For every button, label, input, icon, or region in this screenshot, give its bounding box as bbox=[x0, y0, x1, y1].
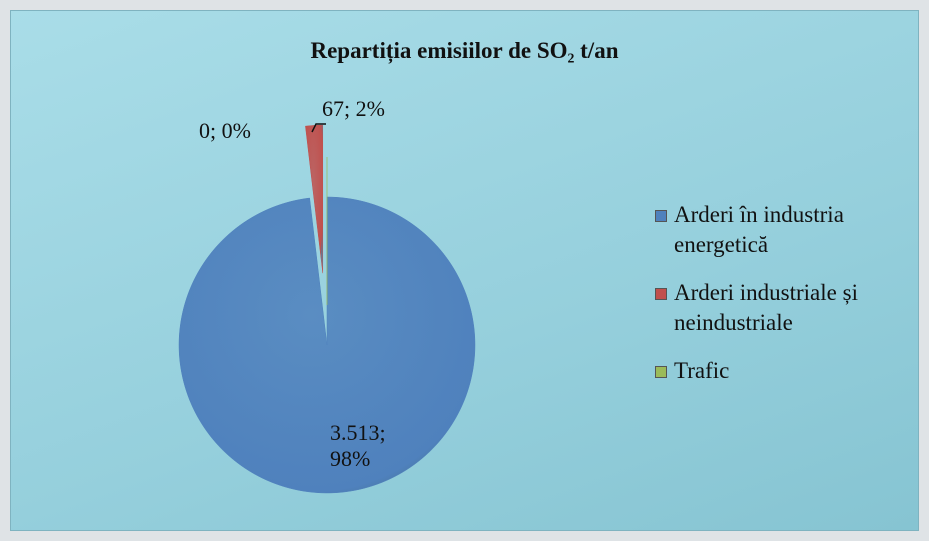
legend-swatch bbox=[655, 288, 667, 300]
legend-label: Trafic bbox=[674, 358, 730, 383]
pie-slice bbox=[178, 196, 476, 494]
legend: Arderi în industria energetică Arderi ind… bbox=[652, 200, 922, 404]
legend-label: Arderi industriale și neindustriale bbox=[674, 280, 858, 335]
legend-swatch bbox=[655, 210, 667, 222]
data-label: 67; 2% bbox=[322, 96, 385, 121]
legend-label: Arderi în industria energetică bbox=[674, 202, 844, 257]
data-label: 0; 0% bbox=[199, 118, 251, 143]
data-label: 3.513; 98% bbox=[330, 420, 386, 471]
chart-title: Repartiția emisiilor de SO₂ t/an bbox=[310, 38, 619, 63]
leader-line bbox=[311, 123, 326, 133]
pie-slice bbox=[305, 124, 324, 274]
legend-item: Arderi industriale și neindustriale bbox=[652, 278, 922, 338]
legend-item: Arderi în industria energetică bbox=[652, 200, 922, 260]
legend-item: Trafic bbox=[652, 356, 922, 386]
legend-swatch bbox=[655, 366, 667, 378]
